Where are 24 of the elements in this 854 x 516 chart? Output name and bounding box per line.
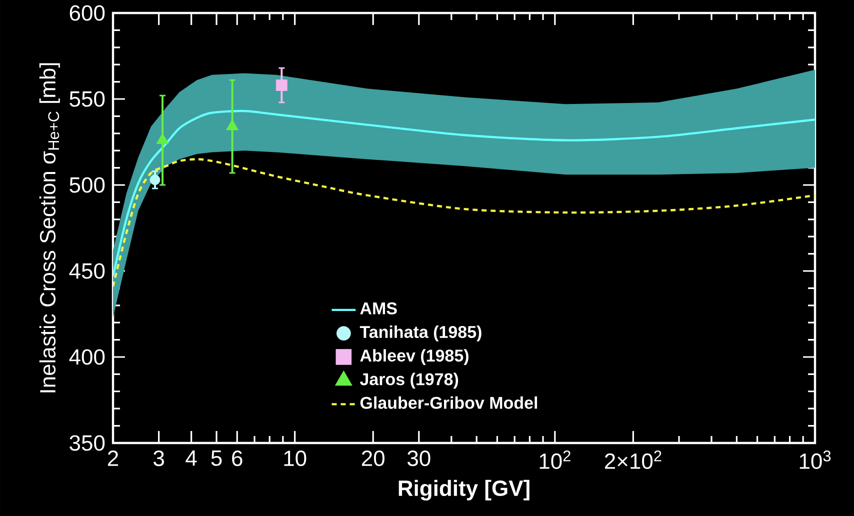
legend-label: AMS <box>360 302 397 314</box>
x-tick-label: 30 <box>408 450 430 466</box>
x-tick-label: 10 <box>284 450 306 466</box>
legend-label: Ableev (1985) <box>360 349 468 365</box>
legend-label: Glauber-Gribov Model <box>360 396 538 409</box>
y-tick-label: 450 <box>69 263 105 279</box>
x-tick-label: 6 <box>232 450 242 466</box>
y-tick-label: 550 <box>70 91 105 107</box>
legend-label: Jaros (1978) <box>360 372 458 389</box>
x-tick-label: 4 <box>186 450 197 466</box>
x-tick-label: 10$^{2}$ <box>540 450 570 470</box>
legend-label: Tanihata (1985) <box>360 326 482 342</box>
y-tick-label: 350 <box>70 435 105 451</box>
x-tick-label: 5 <box>211 450 222 466</box>
x-tick-label: 10$^{3}$ <box>800 450 831 470</box>
x-axis-title: Rigidity [GV] <box>398 480 530 500</box>
y-axis-title: Inelastic Cross Section σ$_{He+C}$ [mb] <box>39 63 60 392</box>
x-tick-label: 2×10$^{2}$ <box>604 450 662 470</box>
x-tick-label: 20 <box>362 450 384 466</box>
x-tick-label: 3 <box>154 450 164 466</box>
y-tick-label: 400 <box>69 349 105 365</box>
y-tick-label: 500 <box>70 177 105 193</box>
y-tick-label: 600 <box>70 5 105 21</box>
x-tick-label: 2 <box>108 450 118 466</box>
